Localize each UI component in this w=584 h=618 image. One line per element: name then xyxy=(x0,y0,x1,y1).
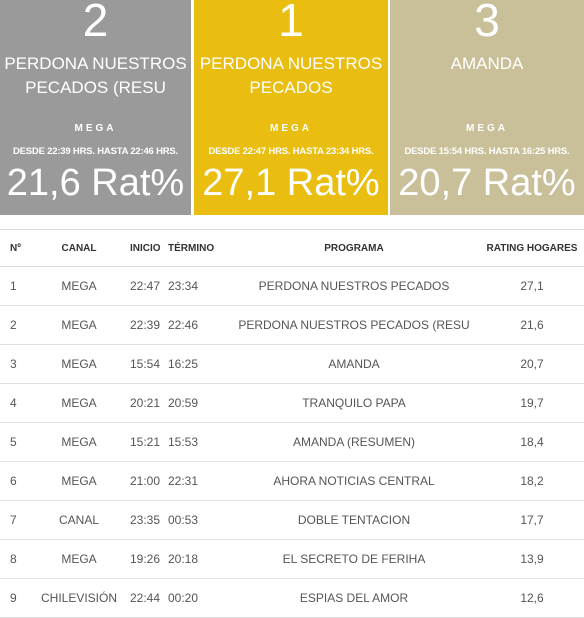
cell-program: TRANQUILO PAPA xyxy=(228,383,480,423)
cell-number: 5 xyxy=(0,422,30,462)
header-start[interactable]: INICIO xyxy=(128,229,168,267)
cell-program: PERDONA NUESTROS PECADOS xyxy=(228,266,480,306)
cell-rating: 21,6 xyxy=(480,305,584,345)
cell-end-time: 15:53 xyxy=(168,422,228,462)
cell-end-time: 16:25 xyxy=(168,344,228,384)
rank-card-3[interactable]: 3 AMANDA MEGA DESDE 15:54 HRS. HASTA 16:… xyxy=(390,0,584,215)
cell-channel: MEGA xyxy=(30,422,128,462)
table-row[interactable]: 3 MEGA 15:54 16:25 AMANDA 20,7 xyxy=(0,344,584,384)
table-body: 1 MEGA 22:47 23:34 PERDONA NUESTROS PECADOS 2… xyxy=(0,266,584,618)
cell-start-time: 19:26 xyxy=(128,539,168,579)
broadcast-times: DESDE 22:47 HRS. HASTA 23:34 HRS. xyxy=(208,146,374,157)
cell-program: DOBLE TENTACION xyxy=(228,500,480,540)
cell-start-time: 15:21 xyxy=(128,422,168,462)
cell-program: AMANDA (RESUMEN) xyxy=(228,422,480,462)
top-ranking-cards: 2 PERDONA NUESTROS PECADOS (RESU MEGA DE… xyxy=(0,0,584,215)
cell-number: 8 xyxy=(0,539,30,579)
cell-number: 2 xyxy=(0,305,30,345)
cell-end-time: 00:53 xyxy=(168,500,228,540)
cell-end-time: 20:18 xyxy=(168,539,228,579)
cell-channel: MEGA xyxy=(30,266,128,306)
cell-start-time: 22:39 xyxy=(128,305,168,345)
table-row[interactable]: 4 MEGA 20:21 20:59 TRANQUILO PAPA 19,7 xyxy=(0,383,584,423)
cell-channel: CANAL xyxy=(30,500,128,540)
cell-program: PERDONA NUESTROS PECADOS (RESU xyxy=(228,305,480,345)
cell-start-time: 21:00 xyxy=(128,461,168,501)
cell-rating: 18,2 xyxy=(480,461,584,501)
header-rating[interactable]: RATING HOGARES xyxy=(480,229,584,267)
table-header: Nº CANAL INICIO TÉRMINO PROGRAMA RATING … xyxy=(0,229,584,267)
cell-rating: 20,7 xyxy=(480,344,584,384)
cell-rating: 12,6 xyxy=(480,578,584,618)
cell-number: 1 xyxy=(0,266,30,306)
channel-name: MEGA xyxy=(270,123,312,134)
rating-value: 20,7 Rat% xyxy=(398,162,576,204)
cell-end-time: 22:31 xyxy=(168,461,228,501)
cell-number: 6 xyxy=(0,461,30,501)
header-number[interactable]: Nº xyxy=(0,229,30,267)
table-row[interactable]: 5 MEGA 15:21 15:53 AMANDA (RESUMEN) 18,4 xyxy=(0,422,584,462)
rank-number: 3 xyxy=(474,0,500,46)
cell-number: 7 xyxy=(0,500,30,540)
cell-channel: MEGA xyxy=(30,383,128,423)
header-row: Nº CANAL INICIO TÉRMINO PROGRAMA RATING … xyxy=(0,229,584,267)
rank-card-2[interactable]: 2 PERDONA NUESTROS PECADOS (RESU MEGA DE… xyxy=(0,0,191,215)
channel-name: MEGA xyxy=(74,123,117,134)
cell-start-time: 15:54 xyxy=(128,344,168,384)
cell-end-time: 20:59 xyxy=(168,383,228,423)
cell-number: 4 xyxy=(0,383,30,423)
cell-end-time: 23:34 xyxy=(168,266,228,306)
rank-number: 1 xyxy=(278,0,304,46)
program-title-line: PECADOS xyxy=(249,78,333,97)
rank-card-1[interactable]: 1 PERDONA NUESTROS PECADOS MEGA DESDE 22… xyxy=(194,0,388,215)
cell-channel: MEGA xyxy=(30,539,128,579)
program-title-line: PERDONA NUESTROS xyxy=(4,54,187,73)
cell-rating: 18,4 xyxy=(480,422,584,462)
table-row[interactable]: 2 MEGA 22:39 22:46 PERDONA NUESTROS PECADOS … xyxy=(0,305,584,345)
program-title-line: PECADOS (RESU xyxy=(25,78,166,97)
cell-channel: MEGA xyxy=(30,305,128,345)
cell-end-time: 00:20 xyxy=(168,578,228,618)
program-title-line: AMANDA xyxy=(450,54,524,73)
header-end[interactable]: TÉRMINO xyxy=(168,229,228,267)
program-title: AMANDA xyxy=(390,52,584,76)
header-channel[interactable]: CANAL xyxy=(30,229,128,267)
cell-channel: MEGA xyxy=(30,461,128,501)
cell-end-time: 22:46 xyxy=(168,305,228,345)
program-title: PERDONA NUESTROS PECADOS (RESU xyxy=(0,52,191,100)
cell-program: EL SECRETO DE FERIHA xyxy=(228,539,480,579)
cell-rating: 17,7 xyxy=(480,500,584,540)
channel-name: MEGA xyxy=(466,123,508,134)
cell-program: AHORA NOTICIAS CENTRAL xyxy=(228,461,480,501)
table-row[interactable]: 1 MEGA 22:47 23:34 PERDONA NUESTROS PECADOS 2… xyxy=(0,266,584,306)
rank-number: 2 xyxy=(82,0,109,46)
cell-start-time: 22:47 xyxy=(128,266,168,306)
cell-program: ESPIAS DEL AMOR xyxy=(228,578,480,618)
rating-value: 21,6 Rat% xyxy=(6,162,185,204)
cell-start-time: 23:35 xyxy=(128,500,168,540)
cell-rating: 19,7 xyxy=(480,383,584,423)
cell-channel: MEGA xyxy=(30,344,128,384)
cell-start-time: 22:44 xyxy=(128,578,168,618)
table-row[interactable]: 8 MEGA 19:26 20:18 EL SECRETO DE FERIHA 13,9 xyxy=(0,539,584,579)
table-row[interactable]: 7 CANAL 23:35 00:53 DOBLE TENTACION 17,7 xyxy=(0,500,584,540)
table-row[interactable]: 9 CHILEVISIÓN 22:44 00:20 ESPIAS DEL AMOR 12,… xyxy=(0,578,584,618)
broadcast-times: DESDE 15:54 HRS. HASTA 16:25 HRS. xyxy=(404,146,570,157)
program-title-line: PERDONA NUESTROS xyxy=(199,54,383,73)
table-row[interactable]: 6 MEGA 21:00 22:31 AHORA NOTICIAS CENTRAL 18,… xyxy=(0,461,584,501)
cell-number: 3 xyxy=(0,344,30,384)
cell-rating: 13,9 xyxy=(480,539,584,579)
header-program[interactable]: PROGRAMA xyxy=(228,229,480,267)
broadcast-times: DESDE 22:39 HRS. HASTA 22:46 HRS. xyxy=(13,146,178,157)
ratings-table: Nº CANAL INICIO TÉRMINO PROGRAMA RATING … xyxy=(0,229,584,618)
cell-channel: CHILEVISIÓN xyxy=(30,578,128,618)
cell-number: 9 xyxy=(0,578,30,618)
program-title: PERDONA NUESTROS PECADOS xyxy=(194,52,388,100)
cell-start-time: 20:21 xyxy=(128,383,168,423)
rating-value: 27,1 Rat% xyxy=(202,162,380,204)
cell-program: AMANDA xyxy=(228,344,480,384)
cell-rating: 27,1 xyxy=(480,266,584,306)
